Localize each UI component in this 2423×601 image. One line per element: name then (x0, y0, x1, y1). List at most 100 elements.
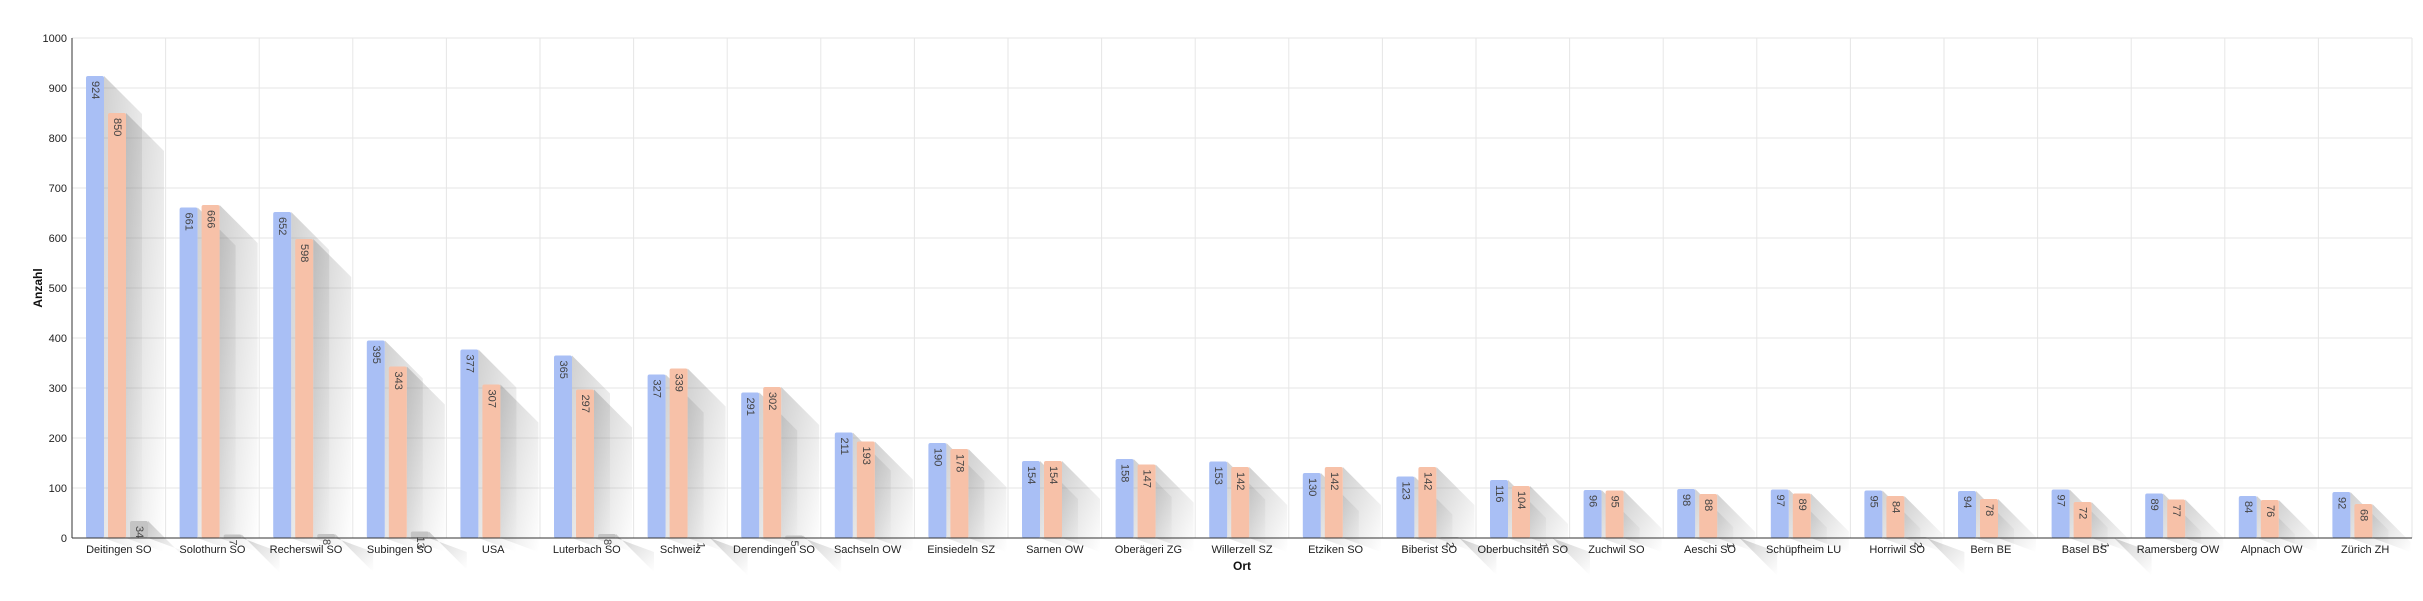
data-label: 1 (1537, 543, 1549, 549)
bar (388, 366, 407, 538)
x-tick-label: Horriwil SO (1869, 544, 1925, 556)
x-tick-label: Schüpfheim LU (1766, 544, 1841, 556)
x-tick-label: Sachseln OW (834, 544, 902, 556)
bar (1044, 461, 1062, 538)
bar (2238, 496, 2257, 538)
bar (223, 534, 242, 538)
x-tick-label: Deitingen SO (86, 544, 152, 556)
data-label: 88 (1702, 499, 1714, 511)
data-label: 8 (601, 539, 613, 545)
data-label: 178 (953, 454, 965, 472)
data-label: 142 (1328, 472, 1340, 490)
bar (1792, 493, 1811, 538)
bar (179, 207, 198, 538)
x-tick-label: Bern BE (1970, 544, 2011, 556)
bar-shadow (1458, 537, 1497, 575)
bar (201, 205, 220, 538)
bar (2051, 489, 2070, 538)
bar (1605, 490, 1624, 538)
bar (317, 534, 336, 538)
bar (1770, 489, 1789, 538)
bar-shadow (126, 113, 164, 552)
bar (1418, 467, 1437, 538)
data-label: 190 (931, 448, 943, 466)
x-axis-title: Ort (1233, 559, 1251, 573)
bar-shadow (1810, 493, 1849, 552)
bar (2332, 492, 2351, 538)
bar (554, 355, 572, 538)
bar-shadow (874, 441, 913, 552)
data-label: 666 (205, 210, 217, 228)
y-tick-label: 0 (61, 533, 67, 545)
data-label: 2 (1911, 542, 1923, 548)
bar-shadow (2185, 499, 2224, 552)
y-axis-title: Anzahl (31, 268, 45, 307)
data-label: 297 (579, 395, 591, 413)
bar (273, 212, 292, 538)
bar-shadow (241, 534, 280, 573)
x-tick-label: Zuchwil SO (1588, 544, 1645, 556)
bar (1115, 459, 1134, 538)
data-label: 84 (2242, 501, 2254, 513)
data-label: 193 (860, 447, 872, 465)
data-label: 34 (133, 526, 145, 538)
bar (295, 239, 314, 538)
bar (1022, 461, 1040, 538)
bar (647, 374, 666, 538)
bar (1209, 461, 1228, 538)
bar (669, 368, 688, 538)
data-label: 154 (1047, 466, 1059, 484)
data-label: 68 (2357, 509, 2369, 521)
data-label: 104 (1515, 491, 1527, 509)
data-label: 598 (298, 244, 310, 262)
data-label: 77 (2170, 505, 2182, 517)
data-label: 343 (392, 372, 404, 390)
data-label: 327 (651, 380, 663, 398)
data-label: 158 (1119, 464, 1131, 482)
bar (366, 340, 385, 538)
data-label: 652 (276, 217, 288, 235)
x-tick-label: Solothurn SO (179, 544, 245, 556)
data-label: 339 (673, 374, 685, 392)
bar-shadow (709, 537, 748, 576)
x-tick-label: Biberist SO (1401, 544, 1457, 556)
x-tick-label: Zürich ZH (2341, 544, 2389, 556)
bar-shadow (406, 366, 445, 552)
y-tick-label: 1000 (43, 33, 67, 45)
bar-shadow (1926, 537, 1965, 575)
bar (2145, 493, 2164, 538)
bar (2354, 504, 2373, 538)
y-tick-label: 700 (49, 183, 67, 195)
data-label: 92 (2335, 497, 2347, 509)
data-label: 147 (1141, 470, 1153, 488)
bar-shadow (313, 239, 352, 552)
data-label: 142 (1234, 472, 1246, 490)
bar (1980, 499, 1998, 538)
bar (763, 387, 782, 538)
bar (598, 534, 616, 538)
bar-shadow (1552, 537, 1590, 576)
data-label: 8 (320, 539, 332, 545)
data-label: 78 (1983, 504, 1995, 516)
bar (2073, 502, 2092, 538)
bar (1137, 464, 1156, 538)
bar-shadow (1155, 464, 1194, 552)
bar (1886, 496, 1905, 538)
data-label: 76 (2264, 505, 2276, 517)
x-tick-label: Subingen SO (367, 544, 433, 556)
bar-shadow (594, 389, 632, 552)
y-tick-label: 200 (49, 433, 67, 445)
bar (1677, 489, 1696, 538)
x-tick-label: Etziken SO (1308, 544, 1363, 556)
data-label: 94 (1961, 496, 1973, 508)
bar (1512, 486, 1530, 538)
bar-shadow (1062, 461, 1100, 552)
data-label: 291 (744, 398, 756, 416)
bar (1699, 494, 1718, 538)
bar-shadow (1436, 467, 1475, 552)
axes: Anzahl Ort 0 100 200 300 400 500 600 700 800 900 1… (31, 33, 2412, 573)
data-label: 95 (1609, 496, 1621, 508)
x-tick-label: Derendingen SO (733, 544, 815, 556)
